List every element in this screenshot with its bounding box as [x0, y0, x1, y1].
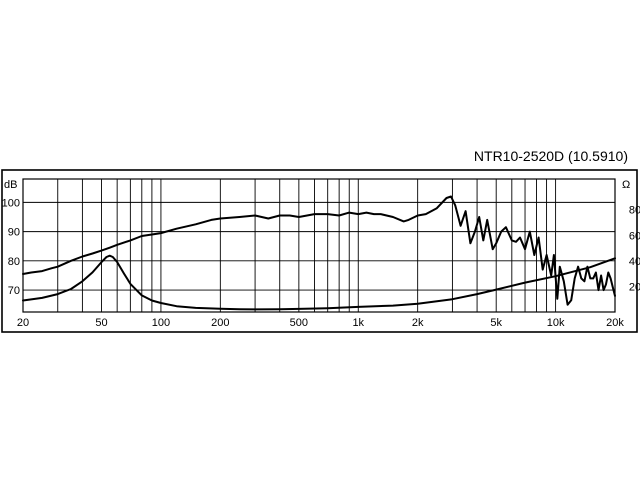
x-tick-label: 20	[17, 317, 29, 329]
left-tick-label: 100	[2, 197, 20, 209]
left-axis-unit: dB	[4, 179, 17, 191]
x-tick-label: 2k	[412, 317, 424, 329]
right-axis-unit: Ω	[622, 179, 630, 191]
grid	[22, 178, 616, 313]
left-tick-label: 90	[8, 227, 20, 239]
x-tick-label: 200	[211, 317, 229, 329]
chart-title: NTR10-2520D (10.5910)	[474, 148, 628, 164]
series	[22, 195, 616, 311]
x-tick-label: 5k	[490, 317, 502, 329]
x-tick-label: 20k	[606, 317, 624, 329]
x-tick-label: 1k	[352, 317, 364, 329]
impedance-line	[22, 254, 616, 311]
x-tick-label: 100	[152, 317, 170, 329]
x-tick-label: 500	[290, 317, 308, 329]
right-tick-label: 80	[629, 205, 640, 217]
chart-frame	[1, 169, 638, 333]
left-tick-label: 80	[8, 256, 20, 268]
x-tick-label: 50	[95, 317, 107, 329]
right-tick-label: 20	[629, 281, 640, 293]
frequency-response-line	[22, 195, 616, 306]
x-tick-label: 10k	[547, 317, 565, 329]
left-tick-label: 70	[8, 285, 20, 297]
right-tick-label: 60	[629, 230, 640, 242]
plot-area-border	[22, 178, 616, 313]
tick-labels: 20 50 100 200 500 1k 2k 5k 10k 20k 70 80 90 100 20 40 60…	[2, 197, 640, 329]
right-tick-label: 40	[629, 256, 640, 268]
